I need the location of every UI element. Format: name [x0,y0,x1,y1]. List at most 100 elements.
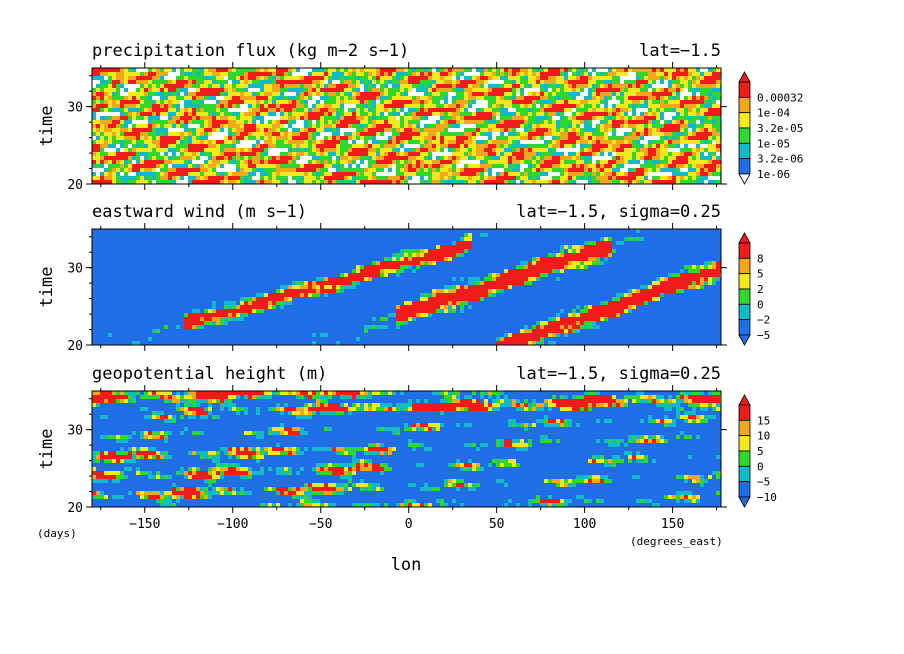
heatmap-cell [156,160,161,165]
heatmap-cell [648,144,653,149]
heatmap-cell [312,172,317,177]
heatmap-cell [580,72,585,77]
heatmap-cell [424,152,429,157]
heatmap-cell [220,148,225,153]
heatmap-cell [264,112,269,117]
heatmap-cell [304,96,309,101]
heatmap-cell [548,172,553,177]
heatmap-cell [204,96,209,101]
heatmap-cell [96,68,101,73]
heatmap-cell [520,84,525,89]
heatmap-cell [188,144,193,149]
heatmap-cell [664,233,669,238]
heatmap-cell [524,108,529,113]
heatmap-cell [168,128,173,133]
heatmap-cell [488,172,493,177]
heatmap-cell [272,80,277,85]
heatmap-cell [404,180,409,184]
heatmap-cell [128,176,133,181]
heatmap-cell [612,128,617,133]
heatmap-cell [320,108,325,113]
heatmap-cell [212,132,217,137]
heatmap-cell [240,124,245,129]
heatmap-cell [688,104,693,109]
heatmap-cell [652,176,657,181]
heatmap-cell [540,92,545,97]
heatmap-cell [148,160,153,165]
heatmap-cell [264,172,269,177]
heatmap-cell [228,96,233,101]
heatmap-cell [468,136,473,141]
heatmap-cell [388,108,393,113]
heatmap-cell [180,136,185,141]
heatmap-cell [472,100,477,105]
heatmap-cell [656,108,661,113]
heatmap-cell [352,152,357,157]
heatmap-cell [308,92,313,97]
heatmap-cell [168,76,173,81]
heatmap-cell [472,108,477,113]
heatmap-cell [384,136,389,141]
heatmap-cell [104,136,109,141]
heatmap-cell [648,152,653,157]
heatmap-cell [324,176,329,181]
heatmap-cell [576,164,581,169]
heatmap-cell [380,136,385,141]
heatmap-cell [144,120,149,125]
heatmap-cell [144,104,149,109]
heatmap-cell [144,124,149,129]
heatmap-cell [696,104,701,109]
heatmap-cell [660,80,665,85]
heatmap-cell [252,233,257,238]
heatmap-cell [180,229,185,234]
heatmap-cell [616,152,621,157]
heatmap-cell [344,104,349,109]
heatmap-cell [620,92,625,97]
heatmap-cell [668,116,673,121]
heatmap-cell [460,80,465,85]
heatmap-cell [656,96,661,101]
heatmap-cell [568,168,573,173]
heatmap-cell [544,168,549,173]
heatmap-cell [104,116,109,121]
heatmap-cell [456,156,461,161]
heatmap-cell [552,80,557,85]
heatmap-cell [516,140,521,145]
heatmap-cell [612,140,617,145]
heatmap-cell [244,116,249,121]
heatmap-cell [604,156,609,161]
heatmap-cell [584,72,589,77]
heatmap-cell [460,156,465,161]
heatmap-cell [568,152,573,157]
heatmap-cell [292,116,297,121]
heatmap-cell [120,237,125,242]
heatmap-cell [236,68,241,73]
heatmap-cell [696,144,701,149]
heatmap-cell [176,144,181,149]
heatmap-cell [564,136,569,141]
heatmap-cell [564,180,569,184]
heatmap-cell [700,120,705,125]
heatmap-cell [416,176,421,181]
heatmap-cell [320,96,325,101]
heatmap-cell [308,116,313,121]
heatmap-cell [640,160,645,165]
heatmap-cell [388,112,393,117]
heatmap-cell [140,180,145,184]
heatmap-cell [476,168,481,173]
heatmap-cell [592,229,597,234]
heatmap-cell [252,136,257,141]
heatmap-cell [532,152,537,157]
heatmap-cell [288,120,293,125]
heatmap-cell [144,128,149,133]
heatmap-cell [272,96,277,101]
heatmap-cell [292,68,297,73]
heatmap-cell [468,172,473,177]
heatmap-cell [292,229,297,234]
heatmap-cell [708,76,713,81]
heatmap-cell [500,168,505,173]
heatmap-cell [348,128,353,133]
heatmap-cell [100,96,105,101]
heatmap-cell [172,124,177,129]
heatmap-cell [208,136,213,141]
